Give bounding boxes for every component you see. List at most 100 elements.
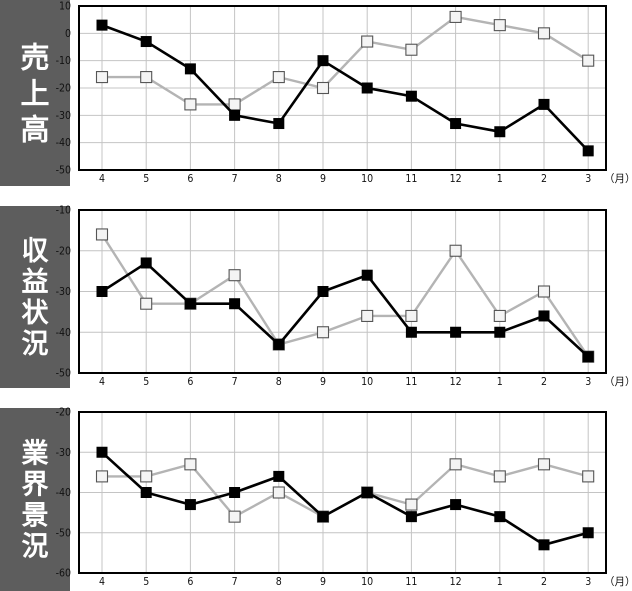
data-point-open xyxy=(493,19,506,32)
data-point-filled xyxy=(96,446,108,458)
data-point-filled xyxy=(494,326,506,338)
x-tick-label: 12 xyxy=(450,173,462,185)
x-tick-label: 10 xyxy=(361,376,373,388)
x-tick-label: 4 xyxy=(99,576,105,588)
data-point-filled xyxy=(538,539,550,551)
x-tick-label: 3 xyxy=(585,376,591,388)
data-point-open xyxy=(493,470,506,483)
data-point-filled xyxy=(273,470,285,482)
y-tick-label: -40 xyxy=(56,487,71,499)
data-point-filled xyxy=(229,487,241,498)
data-point-open xyxy=(493,309,506,323)
data-point-filled xyxy=(582,527,594,539)
data-point-filled xyxy=(229,298,241,310)
x-tick-label: 7 xyxy=(232,576,238,588)
y-tick-label: -60 xyxy=(56,568,71,580)
x-tick-label: 2 xyxy=(541,576,547,588)
data-point-open xyxy=(272,486,285,499)
x-tick-label: 2 xyxy=(541,173,547,185)
data-point-filled xyxy=(361,487,373,498)
x-unit-label: （月） xyxy=(604,173,632,185)
data-point-filled xyxy=(450,118,462,130)
chart-title: 収益状況 xyxy=(22,236,50,360)
x-tick-label: 5 xyxy=(143,173,149,185)
data-point-open xyxy=(449,10,462,23)
data-point-open xyxy=(184,98,197,111)
data-point-open xyxy=(140,297,153,310)
x-tick-label: 4 xyxy=(99,376,105,388)
data-point-filled xyxy=(317,286,329,297)
data-point-filled xyxy=(140,36,152,48)
y-tick-label: -20 xyxy=(56,245,71,257)
data-point-open xyxy=(316,326,330,339)
data-point-open xyxy=(184,458,197,471)
x-tick-label: 12 xyxy=(450,376,462,388)
data-point-filled xyxy=(405,326,417,338)
series-line-filled xyxy=(101,23,590,152)
x-tick-label: 4 xyxy=(99,173,105,185)
y-tick-label: -20 xyxy=(56,407,71,419)
data-point-filled xyxy=(184,63,196,75)
data-point-open xyxy=(405,498,418,511)
plot-frame xyxy=(78,5,607,171)
x-tick-label: 1 xyxy=(497,173,503,185)
data-point-open xyxy=(95,71,109,84)
data-point-open xyxy=(228,98,241,111)
x-tick-label: 8 xyxy=(276,576,282,588)
data-point-open xyxy=(537,285,551,298)
y-tick-label: -30 xyxy=(56,447,71,459)
x-tick-label: 10 xyxy=(361,576,373,588)
data-point-open xyxy=(449,244,462,257)
x-tick-label: 9 xyxy=(320,173,326,185)
data-point-filled xyxy=(582,145,594,157)
x-tick-label: 11 xyxy=(405,173,417,185)
data-point-filled xyxy=(361,269,373,281)
x-unit-label: （月） xyxy=(604,576,632,588)
data-point-open xyxy=(582,470,595,483)
data-point-open xyxy=(272,71,285,84)
chart-title: 売上高 xyxy=(20,40,49,146)
x-tick-label: 9 xyxy=(320,376,326,388)
data-point-open xyxy=(537,458,551,471)
data-point-open xyxy=(405,309,418,323)
y-tick-label: 10 xyxy=(59,1,71,13)
y-tick-label: -40 xyxy=(56,327,71,339)
data-point-open xyxy=(95,228,109,241)
data-point-open xyxy=(582,54,595,67)
data-point-open xyxy=(316,81,330,95)
x-tick-label: 6 xyxy=(187,576,193,588)
x-tick-label: 12 xyxy=(450,576,462,588)
x-tick-label: 6 xyxy=(187,173,193,185)
y-tick-label: -40 xyxy=(56,137,71,149)
data-point-filled xyxy=(273,338,285,350)
data-point-open xyxy=(228,269,241,282)
x-tick-label: 6 xyxy=(187,376,193,388)
data-point-open xyxy=(228,510,241,523)
data-point-filled xyxy=(450,326,462,338)
data-point-filled xyxy=(96,286,108,297)
data-point-filled xyxy=(494,511,506,523)
data-point-filled xyxy=(538,98,550,110)
data-point-filled xyxy=(405,90,417,102)
data-point-open xyxy=(95,470,109,483)
data-point-open xyxy=(537,27,551,40)
y-tick-label: -50 xyxy=(56,527,71,539)
data-point-open xyxy=(361,309,374,323)
series-line-filled xyxy=(101,451,589,547)
data-point-filled xyxy=(494,126,506,138)
y-tick-label: 0 xyxy=(65,28,71,40)
x-tick-label: 5 xyxy=(143,376,149,388)
y-tick-label: -10 xyxy=(56,55,71,67)
series-line-open xyxy=(100,233,590,358)
x-tick-label: 8 xyxy=(276,173,282,185)
x-tick-label: 2 xyxy=(541,376,547,388)
side-label-band xyxy=(0,408,70,591)
data-point-open xyxy=(140,470,153,483)
x-tick-label: 9 xyxy=(320,576,326,588)
data-point-filled xyxy=(140,257,152,269)
data-point-filled xyxy=(317,511,329,523)
